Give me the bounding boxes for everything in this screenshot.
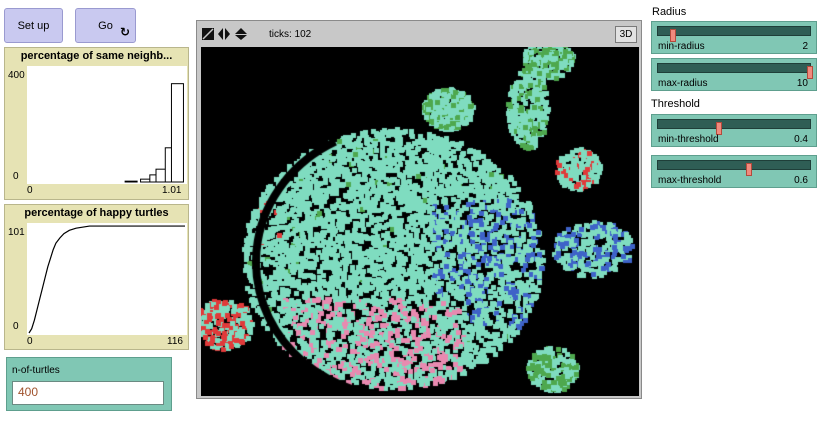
slider-name: max-threshold xyxy=(658,175,722,186)
world-view: ticks: 102 3D xyxy=(196,20,642,399)
slider-value: 0.6 xyxy=(794,175,808,186)
forever-icon: ↻ xyxy=(119,25,130,39)
input-label: n-of-turtles xyxy=(12,365,60,376)
slider-track[interactable] xyxy=(657,160,811,176)
view-toolbar: ticks: 102 3D xyxy=(197,21,641,47)
x-min-label: 0 xyxy=(27,185,33,196)
histogram-bar xyxy=(170,83,184,183)
threshold-heading: Threshold xyxy=(651,98,700,110)
setup-button-label: Set up xyxy=(17,19,50,32)
speed-controls-icon[interactable] xyxy=(201,27,249,43)
plot-title: percentage of happy turtles xyxy=(24,207,169,219)
max-radius-slider[interactable]: max-radius 10 xyxy=(651,58,817,91)
min-threshold-slider[interactable]: min-threshold 0.4 xyxy=(651,114,817,147)
go-button[interactable]: Go ↻ xyxy=(75,8,136,43)
plot-happy-turtles: percentage of happy turtles 101 0 0 116 xyxy=(4,204,189,350)
n-of-turtles-field[interactable]: 400 xyxy=(12,381,164,405)
world-rendering xyxy=(201,47,639,396)
3d-button[interactable]: 3D xyxy=(615,26,637,43)
y-min-label: 0 xyxy=(13,321,19,332)
line-chart xyxy=(28,225,185,334)
x-max-label: 116 xyxy=(167,336,183,347)
plot-title: percentage of same neighb... xyxy=(20,50,173,62)
setup-button[interactable]: Set up xyxy=(4,8,63,43)
plot-area xyxy=(27,66,187,184)
slider-handle[interactable] xyxy=(715,122,722,135)
max-threshold-slider[interactable]: max-threshold 0.6 xyxy=(651,155,817,188)
y-max-label: 400 xyxy=(8,70,25,81)
histogram-chart xyxy=(124,83,184,183)
min-radius-slider[interactable]: min-radius 2 xyxy=(651,21,817,54)
y-min-label: 0 xyxy=(13,171,19,182)
slider-value: 2 xyxy=(802,41,808,52)
ticks-counter: ticks: 102 xyxy=(269,29,312,40)
radius-heading: Radius xyxy=(652,6,687,18)
slider-handle[interactable] xyxy=(746,163,753,176)
y-max-label: 101 xyxy=(8,227,25,238)
slider-handle[interactable] xyxy=(670,29,677,42)
slider-handle[interactable] xyxy=(807,66,813,79)
slider-track[interactable] xyxy=(657,63,813,79)
histogram-bar xyxy=(124,180,138,183)
slider-track[interactable] xyxy=(657,26,811,42)
x-max-label: 1.01 xyxy=(162,185,182,196)
world-canvas[interactable] xyxy=(201,47,639,396)
x-min-label: 0 xyxy=(27,336,33,347)
plot-area xyxy=(27,223,187,335)
go-button-label: Go xyxy=(98,19,113,32)
slider-name: max-radius xyxy=(658,78,708,89)
plot-same-neighbors: percentage of same neighb... 400 0 0 1.0… xyxy=(4,47,189,200)
n-of-turtles-input-box: n-of-turtles 400 xyxy=(6,357,172,411)
slider-value: 10 xyxy=(796,78,808,89)
slider-track[interactable] xyxy=(657,119,811,135)
slider-name: min-radius xyxy=(658,41,705,52)
slider-value: 0.4 xyxy=(794,134,808,145)
slider-name: min-threshold xyxy=(658,134,719,145)
happy-turtles-line xyxy=(28,225,185,334)
